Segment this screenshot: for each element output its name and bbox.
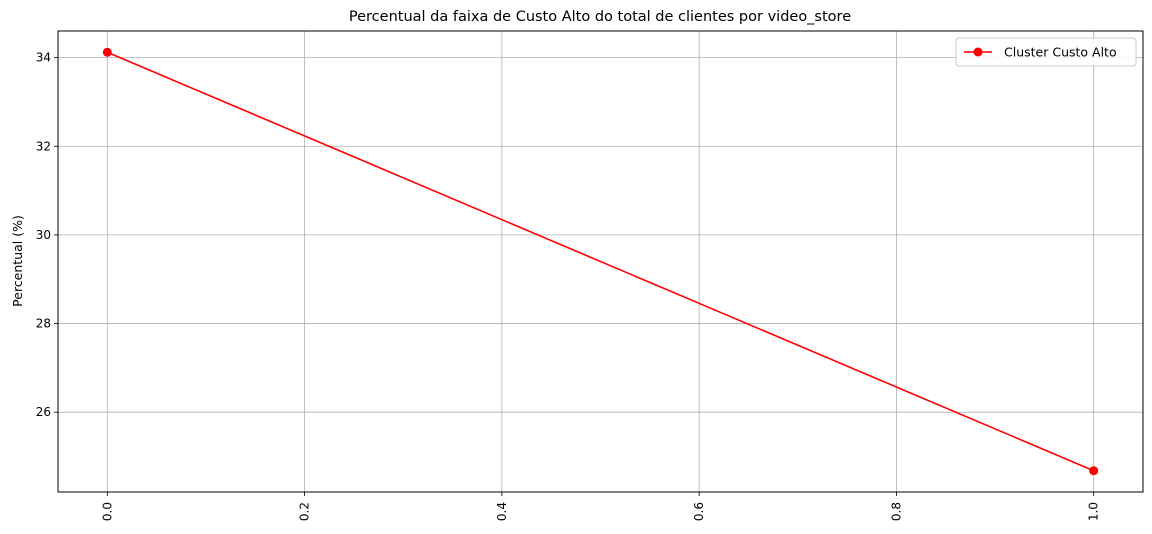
legend-box bbox=[955, 37, 1137, 67]
y-tick-label: 26 bbox=[36, 405, 51, 419]
series-line bbox=[107, 51, 1094, 472]
x-tick-label: 1.0 bbox=[1087, 502, 1101, 521]
data-point bbox=[1089, 466, 1099, 476]
x-tick-label: 0.8 bbox=[889, 502, 903, 521]
data-point bbox=[102, 47, 112, 57]
chart-title: Percentual da faixa de Custo Alto do tot… bbox=[349, 9, 851, 25]
x-tick-label: 0.0 bbox=[100, 502, 114, 521]
legend-marker bbox=[973, 47, 983, 57]
y-tick-label: 34 bbox=[36, 51, 51, 65]
series-layer bbox=[102, 47, 1099, 476]
grid bbox=[58, 31, 1143, 492]
y-tick-label: 32 bbox=[36, 139, 51, 153]
x-tick-label: 0.6 bbox=[692, 502, 706, 521]
x-tick-label: 0.4 bbox=[495, 502, 509, 521]
x-tick-label: 0.2 bbox=[298, 502, 312, 521]
x-axis: 0.0 0.2 0.4 0.6 0.8 1.0 bbox=[100, 492, 1101, 521]
y-tick-label: 28 bbox=[36, 317, 51, 331]
y-axis: 26 28 30 32 34 bbox=[36, 51, 58, 419]
y-axis-label: Percentual (%) bbox=[10, 215, 25, 307]
plot-frame bbox=[57, 30, 1144, 493]
legend-label: Cluster Custo Alto bbox=[1004, 45, 1117, 60]
y-tick-label: 30 bbox=[36, 228, 51, 242]
legend: Cluster Custo Alto bbox=[955, 37, 1137, 67]
